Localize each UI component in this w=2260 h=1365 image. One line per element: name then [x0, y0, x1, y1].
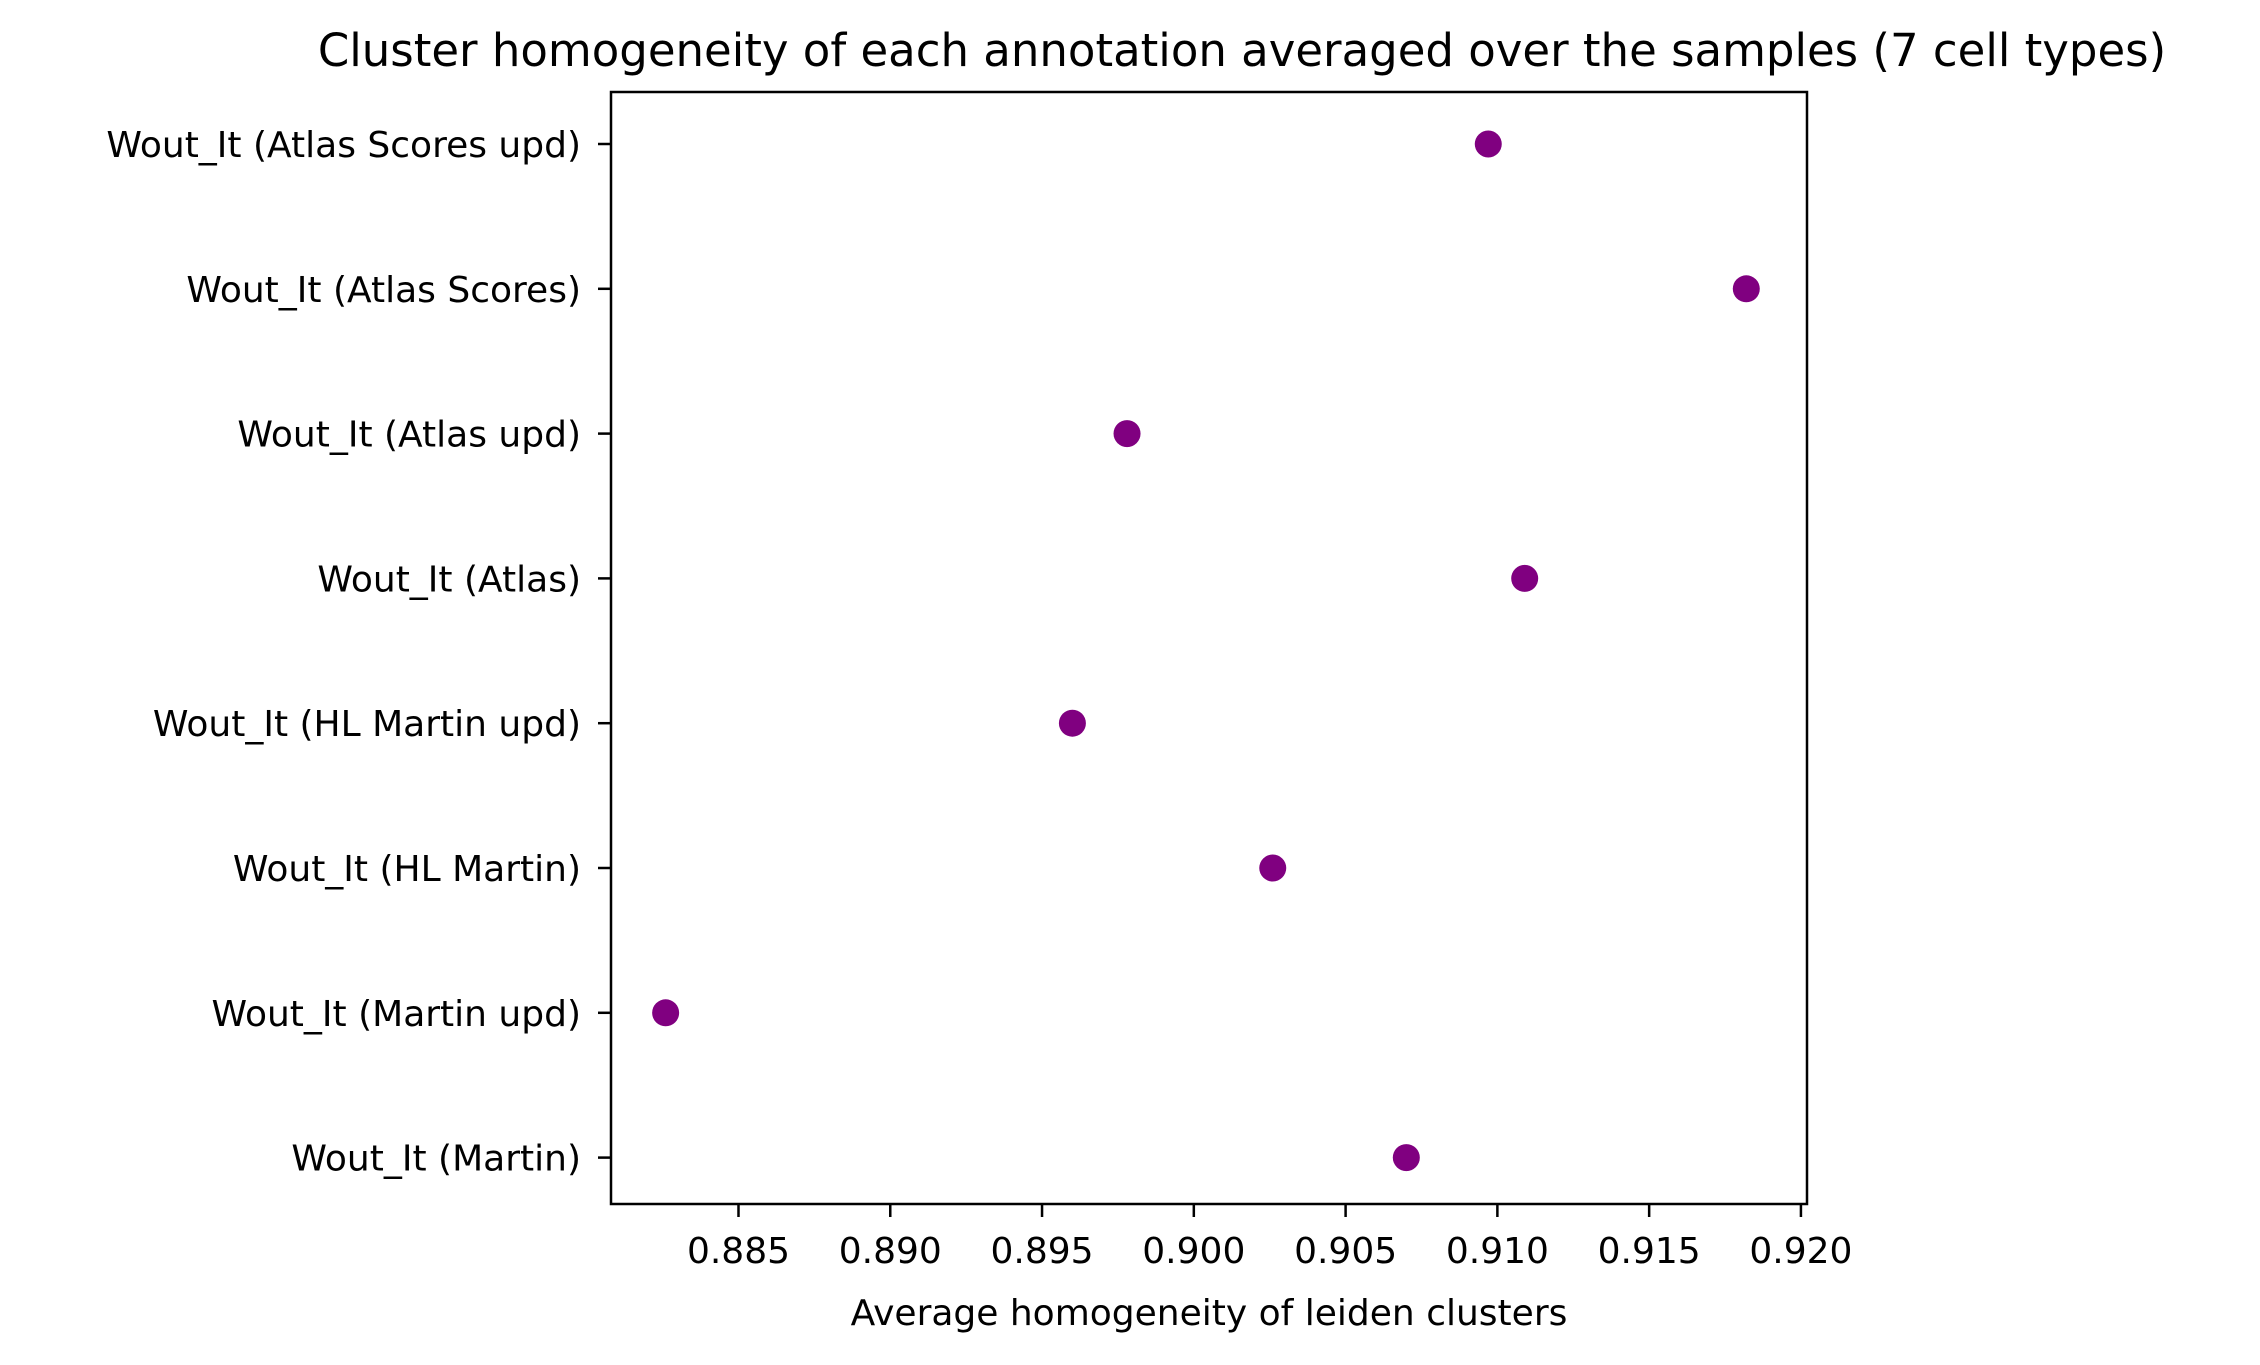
x-tick-label: 0.910 — [1446, 1231, 1549, 1272]
y-tick-label: Wout_It (HL Martin) — [233, 849, 581, 890]
x-tick-label: 0.895 — [991, 1231, 1094, 1272]
data-point — [1474, 130, 1502, 158]
y-tick-label: Wout_It (HL Martin upd) — [153, 704, 581, 745]
y-tick-label: Wout_It (Martin upd) — [211, 994, 581, 1035]
y-tick-label: Wout_It (Atlas Scores) — [186, 270, 581, 311]
plot-frame — [609, 90, 1809, 1206]
x-axis: 0.885 0.890 0.895 0.900 0.905 0.910 0.915 0.920 — [687, 1204, 1852, 1272]
chart-title: Cluster homogeneity of each annotation a… — [318, 24, 2166, 77]
x-axis-label: Average homogeneity of leiden clusters — [851, 1293, 1568, 1334]
x-tick-label: 0.905 — [1294, 1231, 1397, 1272]
data-point — [1113, 420, 1141, 448]
data-point — [1058, 709, 1086, 737]
y-tick-label: Wout_It (Atlas Scores upd) — [106, 125, 581, 166]
data-point — [652, 999, 680, 1027]
x-tick-label: 0.920 — [1749, 1231, 1852, 1272]
x-tick-label: 0.900 — [1142, 1231, 1245, 1272]
data-point — [1511, 564, 1539, 592]
data-point — [1732, 275, 1760, 303]
y-tick-label: Wout_It (Atlas upd) — [237, 415, 581, 456]
y-tick-label: Wout_It (Atlas) — [317, 559, 581, 600]
data-points — [652, 130, 1760, 1172]
data-point — [1259, 854, 1287, 882]
y-tick-label: Wout_It (Martin) — [291, 1139, 581, 1180]
x-tick-label: 0.890 — [839, 1231, 942, 1272]
x-tick-label: 0.885 — [687, 1231, 790, 1272]
y-axis: Wout_It (Atlas Scores upd) Wout_It (Atlas… — [106, 125, 611, 1180]
x-tick-label: 0.915 — [1598, 1231, 1701, 1272]
data-point — [1392, 1144, 1420, 1172]
